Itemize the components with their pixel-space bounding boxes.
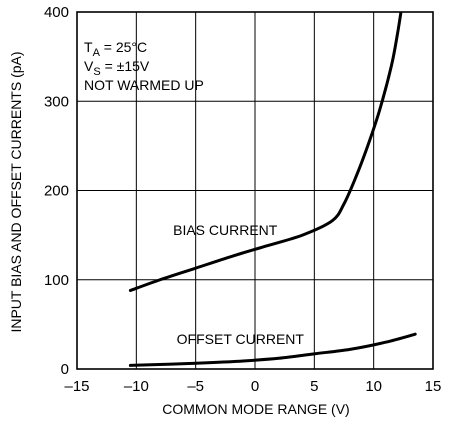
x-tick-label: 15 [425, 378, 442, 395]
plot-frame [76, 11, 434, 370]
y-tick-label: 300 [44, 93, 69, 110]
x-tick-label: 0 [251, 378, 259, 395]
y-tick-label: 400 [44, 4, 69, 21]
y-tick-label: 100 [44, 272, 69, 289]
annotation-temperature: TA = 25°C [84, 39, 147, 59]
curves [128, 12, 417, 367]
x-tick-label: –10 [124, 378, 149, 395]
annotation-condition: NOT WARMED UP [84, 77, 204, 93]
x-tick-label: –15 [64, 378, 89, 395]
offset-current-label: OFFSET CURRENT [177, 331, 305, 347]
grid [77, 12, 433, 369]
x-axis-label: COMMON MODE RANGE (V) [162, 401, 349, 417]
x-tick-label: –5 [187, 378, 204, 395]
x-tick-label: 5 [310, 378, 318, 395]
x-tick-label: 10 [365, 378, 382, 395]
annotation-supply-voltage: VS = ±15V [84, 58, 150, 78]
offset-current-line [128, 332, 417, 367]
tick-labels: –15 –10 –5 0 5 10 15 0 100 200 300 400 [44, 4, 441, 395]
y-tick-label: 200 [44, 183, 69, 200]
y-tick-label: 0 [61, 361, 69, 378]
y-axis-label: INPUT BIAS AND OFFSET CURRENTS (pA) [8, 51, 24, 332]
bias-current-line [128, 12, 403, 292]
bias-current-label: BIAS CURRENT [173, 222, 278, 238]
series-labels: BIAS CURRENT OFFSET CURRENT [173, 222, 304, 347]
